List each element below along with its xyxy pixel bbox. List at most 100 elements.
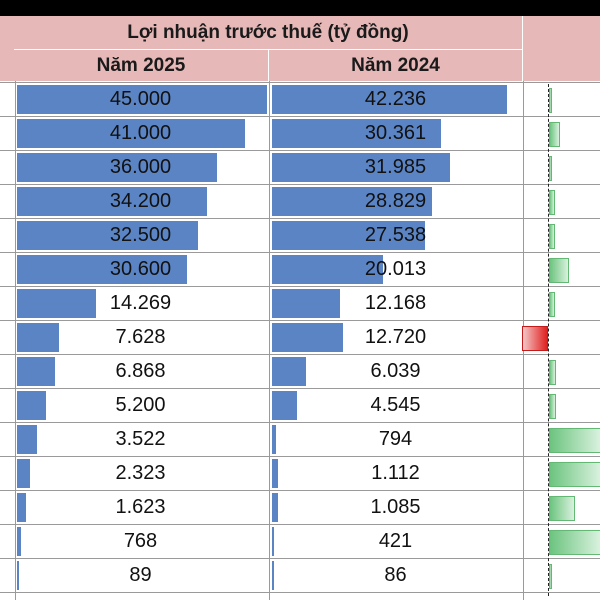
row-divider	[0, 252, 600, 253]
change-bar-positive	[549, 394, 557, 419]
value-label-2025: 1.623	[115, 496, 166, 518]
value-label-2024: 421	[378, 530, 413, 552]
data-bar-2024	[272, 493, 279, 522]
data-bar-2025	[17, 357, 56, 386]
value-label-2024: 6.039	[370, 360, 421, 382]
change-bar-positive	[549, 190, 556, 215]
value-label-2024: 86	[384, 564, 407, 586]
change-bar-negative	[522, 326, 548, 351]
value-label-2025: 36.000	[109, 156, 172, 178]
table-title: Lợi nhuận trước thuế (tỷ đồng)	[14, 16, 522, 49]
data-bar-2025	[17, 527, 22, 556]
value-label-2025: 34.200	[109, 190, 172, 212]
change-bar-positive	[549, 462, 600, 487]
column-header-2024: Năm 2024	[269, 50, 522, 81]
row-divider	[0, 354, 600, 355]
data-bar-2024	[272, 221, 425, 250]
screen-edge-top	[0, 0, 600, 16]
value-label-2024: 31.985	[364, 156, 427, 178]
value-label-2025: 3.522	[115, 428, 166, 450]
data-bar-2024	[272, 527, 275, 556]
row-divider	[0, 558, 600, 559]
change-bar-positive	[549, 88, 552, 113]
row-divider	[0, 592, 600, 593]
data-bar-2025	[17, 153, 217, 182]
value-label-2025: 32.500	[109, 224, 172, 246]
value-label-2025: 30.600	[109, 258, 172, 280]
value-label-2024: 12.720	[364, 326, 427, 348]
value-label-2025: 7.628	[115, 326, 166, 348]
change-bar-positive	[549, 428, 600, 453]
change-bar-positive	[549, 564, 552, 589]
data-bar-2025	[17, 221, 198, 250]
change-bar-positive	[549, 292, 556, 317]
row-divider	[0, 82, 600, 83]
change-bar-positive	[549, 530, 600, 555]
change-bar-positive	[549, 224, 556, 249]
row-divider	[0, 116, 600, 117]
value-label-2025: 41.000	[109, 122, 172, 144]
data-bar-2025	[17, 391, 46, 420]
data-bar-2024	[272, 119, 441, 148]
data-bar-2024	[272, 459, 279, 488]
column-divider	[15, 81, 16, 600]
data-bar-2024	[272, 323, 343, 352]
row-divider	[0, 490, 600, 491]
value-label-2025: 5.200	[115, 394, 166, 416]
value-label-2024: 27.538	[364, 224, 427, 246]
row-divider	[0, 524, 600, 525]
value-label-2024: 4.545	[370, 394, 421, 416]
data-bar-2024	[272, 85, 507, 114]
data-bar-2024	[272, 425, 277, 454]
data-bar-2025	[17, 187, 207, 216]
data-bar-2025	[17, 561, 19, 590]
row-divider	[0, 150, 600, 151]
change-bar-positive	[549, 496, 575, 521]
data-bar-2024	[272, 153, 450, 182]
header-left-stub	[0, 16, 14, 81]
value-label-2024: 28.829	[364, 190, 427, 212]
row-divider	[0, 286, 600, 287]
change-bar-positive	[549, 156, 553, 181]
value-label-2025: 14.269	[109, 292, 172, 314]
value-label-2024: 20.013	[364, 258, 427, 280]
row-divider	[0, 422, 600, 423]
value-label-2024: 42.236	[364, 88, 427, 110]
data-bar-2024	[272, 289, 340, 318]
data-bar-2024	[272, 561, 274, 590]
row-divider	[0, 218, 600, 219]
change-bar-positive	[549, 360, 557, 385]
change-bar-positive	[549, 258, 569, 283]
value-label-2025: 89	[129, 564, 152, 586]
data-bar-2025	[17, 255, 187, 284]
data-bar-2024	[272, 255, 384, 284]
value-label-2024: 30.361	[364, 122, 427, 144]
data-bar-2024	[272, 187, 433, 216]
data-bar-2025	[17, 289, 97, 318]
value-label-2024: 1.085	[370, 496, 421, 518]
column-divider	[269, 81, 270, 600]
value-label-2024: 12.168	[364, 292, 427, 314]
value-label-2025: 2.323	[115, 462, 166, 484]
data-bar-2025	[17, 493, 27, 522]
data-bar-2024	[272, 357, 306, 386]
value-label-2025: 45.000	[109, 88, 172, 110]
change-axis	[548, 84, 549, 596]
data-bar-2024	[272, 391, 298, 420]
data-bar-2025	[17, 323, 60, 352]
change-bar-positive	[549, 122, 561, 147]
row-divider	[0, 320, 600, 321]
header-change-column	[523, 16, 600, 81]
row-divider	[0, 388, 600, 389]
value-label-2024: 1.112	[371, 462, 420, 484]
row-divider	[0, 456, 600, 457]
data-bar-2025	[17, 119, 245, 148]
value-label-2025: 6.868	[115, 360, 166, 382]
data-bar-2025	[17, 425, 37, 454]
data-bar-2025	[17, 85, 267, 114]
column-header-2025: Năm 2025	[14, 50, 268, 81]
value-label-2025: 768	[123, 530, 158, 552]
value-label-2024: 794	[378, 428, 413, 450]
data-bar-2025	[17, 459, 30, 488]
